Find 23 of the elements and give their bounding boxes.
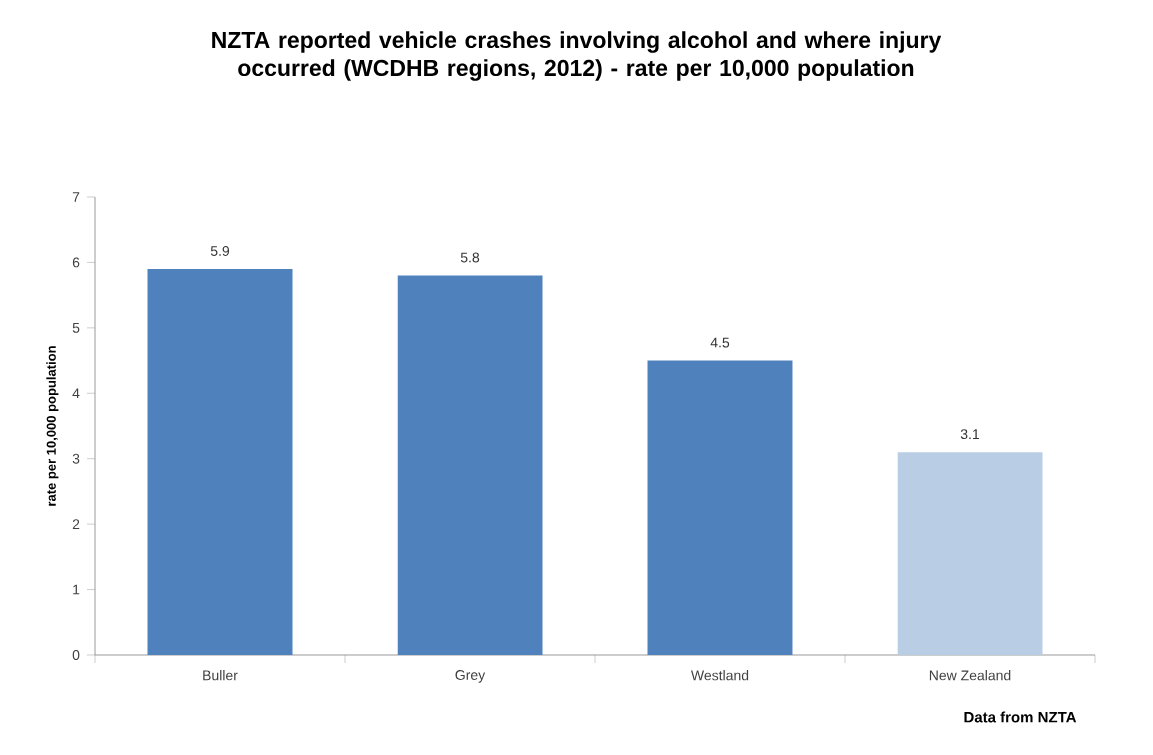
x-tick-label: New Zealand bbox=[929, 670, 1011, 681]
data-label: 5.8 bbox=[460, 252, 480, 263]
y-tick-label: 3 bbox=[72, 453, 80, 464]
bar bbox=[897, 452, 1043, 655]
x-tick-label: Westland bbox=[691, 670, 749, 681]
bar bbox=[147, 268, 293, 655]
data-label: 5.9 bbox=[210, 246, 230, 256]
data-label: 3.1 bbox=[960, 429, 980, 440]
x-tick-label: Buller bbox=[203, 670, 238, 681]
bar bbox=[647, 360, 793, 655]
y-tick-label: 7 bbox=[72, 192, 80, 202]
text: Data from NZTA bbox=[964, 711, 1077, 723]
y-tick-label: 1 bbox=[73, 584, 80, 595]
chart-title: NZTA reported vehicle crashes involving alcohol and where injury occurred (WCDHB regions, 2012) - rate per 10,000 population bbox=[212, 31, 942, 81]
data-label: 4.5 bbox=[710, 337, 730, 348]
y-axis-title: rate per 10,000 population bbox=[46, 346, 59, 506]
y-tick-label: 5 bbox=[72, 322, 80, 333]
y-tick-label: 6 bbox=[72, 257, 80, 268]
y-tick-label: 4 bbox=[72, 388, 80, 399]
y-tick-label: 0 bbox=[72, 650, 80, 660]
bar bbox=[397, 275, 543, 655]
y-tick-label: 2 bbox=[72, 519, 80, 530]
x-tick-label: Grey bbox=[455, 670, 486, 683]
